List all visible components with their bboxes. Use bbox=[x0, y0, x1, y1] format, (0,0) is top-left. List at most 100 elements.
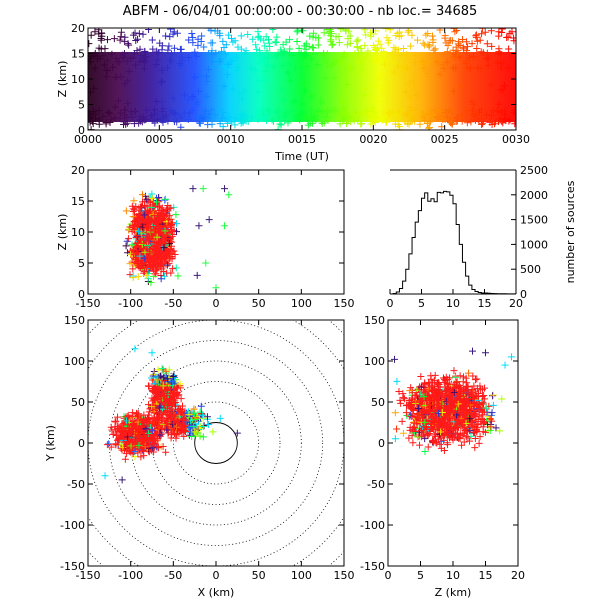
time-height-marker bbox=[232, 114, 240, 122]
time-height-marker bbox=[328, 41, 336, 49]
x-z-marker bbox=[129, 222, 137, 230]
x-z-marker bbox=[154, 197, 162, 205]
time-height-marker bbox=[489, 106, 497, 114]
z-y-marker bbox=[393, 425, 401, 433]
time-height-marker bbox=[472, 33, 480, 41]
z-y-marker bbox=[475, 439, 483, 447]
time-height-marker bbox=[292, 97, 300, 105]
time-height-marker bbox=[107, 115, 115, 123]
z-y-marker bbox=[470, 382, 478, 390]
time-height-marker bbox=[272, 39, 280, 47]
x-tick-label: 0015 bbox=[288, 133, 316, 146]
time-height-marker bbox=[443, 48, 451, 56]
x-y-marker bbox=[129, 428, 137, 436]
x-z-marker bbox=[162, 206, 170, 214]
time-height-marker bbox=[204, 50, 212, 58]
time-height-marker bbox=[141, 47, 149, 55]
time-height-marker bbox=[494, 107, 502, 115]
time-height-marker bbox=[504, 64, 512, 72]
time-height-marker bbox=[125, 41, 133, 49]
x-y-marker bbox=[180, 432, 188, 440]
time-height-marker bbox=[425, 43, 433, 51]
x-z-marker bbox=[143, 263, 151, 271]
x-y-marker bbox=[124, 420, 132, 428]
y-tick-label: 0 bbox=[78, 124, 85, 137]
z-y-outlier-marker bbox=[391, 355, 398, 363]
time-height-marker bbox=[479, 49, 487, 57]
x-z-marker bbox=[159, 214, 167, 222]
time-height-marker bbox=[337, 58, 345, 66]
time-height-marker bbox=[256, 58, 264, 66]
z-y-xlabel: Z (km) bbox=[435, 586, 472, 599]
time-height-marker bbox=[280, 96, 288, 104]
time-height-marker bbox=[233, 66, 241, 74]
time-height-marker bbox=[478, 30, 486, 38]
z-y-marker bbox=[399, 429, 407, 437]
z-y-marker bbox=[438, 409, 446, 417]
x-z-marker bbox=[129, 205, 137, 213]
time-height-marker bbox=[370, 108, 378, 116]
time-height-marker bbox=[460, 45, 468, 53]
time-height-marker bbox=[309, 117, 317, 125]
time-height-marker bbox=[499, 86, 507, 94]
z-y-marker bbox=[456, 372, 464, 380]
x-y-marker bbox=[121, 427, 129, 435]
time-height-marker bbox=[360, 55, 368, 63]
time-height-marker bbox=[158, 66, 166, 74]
z-y-marker bbox=[439, 410, 447, 418]
y-tick-label: 20 bbox=[71, 164, 85, 177]
x-y-marker bbox=[164, 375, 172, 383]
time-height-marker bbox=[136, 113, 144, 121]
y-tick-label: -100 bbox=[60, 519, 85, 532]
time-height-marker bbox=[311, 111, 319, 119]
time-height-marker bbox=[435, 56, 443, 64]
time-height-marker bbox=[321, 112, 329, 120]
y-tick-label: 2000 bbox=[520, 189, 548, 202]
z-y-marker bbox=[431, 410, 439, 418]
x-z-marker bbox=[142, 192, 150, 200]
x-y-outlier-marker bbox=[131, 345, 139, 353]
x-y-marker bbox=[137, 453, 145, 461]
y-tick-label: 2500 bbox=[520, 164, 548, 177]
time-height-marker bbox=[407, 103, 415, 111]
time-height-marker bbox=[470, 100, 478, 108]
z-y-marker bbox=[428, 386, 436, 394]
x-z-plot-area bbox=[122, 185, 233, 292]
x-y-marker bbox=[173, 430, 181, 438]
x-z-marker bbox=[160, 235, 168, 243]
time-height-marker bbox=[425, 124, 433, 130]
x-y-marker bbox=[120, 435, 128, 443]
z-y-scatter bbox=[391, 347, 515, 455]
x-z-marker bbox=[149, 211, 157, 219]
x-tick-label: 0 bbox=[213, 297, 220, 310]
time-height-marker bbox=[193, 52, 201, 60]
time-height-marker bbox=[106, 109, 114, 117]
time-height-marker bbox=[419, 39, 427, 47]
x-y-marker bbox=[133, 438, 141, 446]
time-height-marker bbox=[495, 28, 503, 36]
x-tick-label: 0030 bbox=[502, 133, 530, 146]
x-z-marker bbox=[149, 194, 157, 202]
time-height-marker bbox=[294, 112, 302, 120]
time-height-marker bbox=[185, 36, 193, 44]
x-tick-label: 50 bbox=[252, 297, 266, 310]
x-z-marker bbox=[153, 233, 161, 241]
z-y-marker bbox=[398, 417, 406, 425]
x-y-marker bbox=[130, 448, 138, 456]
time-height-marker bbox=[278, 86, 286, 94]
z-y-marker bbox=[446, 374, 454, 382]
y-tick-label: 100 bbox=[364, 355, 385, 368]
time-height-marker bbox=[232, 53, 240, 61]
time-height-marker bbox=[227, 119, 235, 127]
time-height-marker bbox=[264, 61, 272, 69]
time-height-marker bbox=[495, 100, 503, 108]
time-height-marker bbox=[142, 106, 150, 114]
time-height-marker bbox=[284, 119, 292, 127]
z-y-marker bbox=[431, 371, 439, 379]
x-y-marker bbox=[171, 402, 179, 410]
time-height-marker bbox=[185, 54, 193, 62]
x-y-marker bbox=[158, 383, 166, 391]
x-y-marker bbox=[199, 423, 207, 431]
